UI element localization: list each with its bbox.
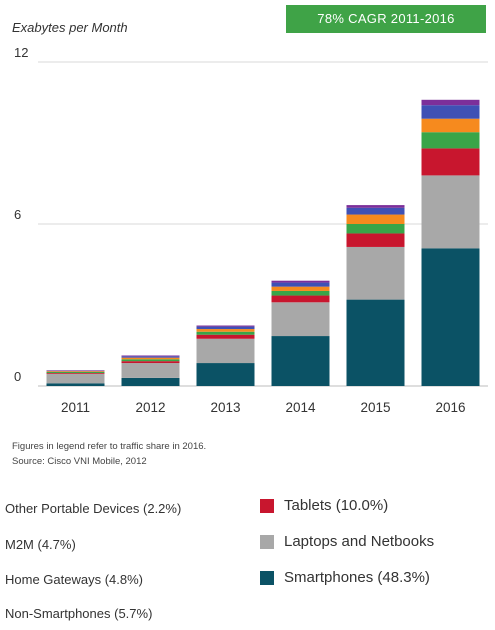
bar-2013-series-2: [196, 334, 255, 339]
bar-2011-series-3: [46, 371, 105, 374]
bar-2015-series-5: [346, 207, 405, 215]
bar-2015-series-0: [346, 299, 405, 386]
y-tick-label-0: 0: [14, 369, 21, 384]
bar-2015-series-4: [346, 214, 405, 224]
bar-2012-series-1: [121, 363, 180, 378]
x-tick-label-2013: 2013: [210, 400, 240, 415]
bar-2013-series-6: [196, 325, 255, 327]
legend-note: Figures in legend refer to traffic share…: [12, 441, 207, 452]
bar-2013-series-0: [196, 363, 255, 386]
legend-label-laptops: Laptops and Netbooks: [284, 533, 435, 550]
bar-2014-series-3: [271, 290, 330, 296]
bar-2016-series-6: [421, 99, 480, 106]
bar-2013-series-1: [196, 338, 255, 364]
bar-2011-series-1: [46, 373, 105, 384]
x-tick-label-2014: 2014: [285, 400, 316, 415]
x-tick-label-2015: 2015: [360, 400, 390, 415]
bar-2016-series-0: [421, 248, 480, 386]
bar-2012-series-5: [121, 356, 180, 358]
stacked-bar-chart: 0 6 12 2011 2012 2013 2014 2015 2016: [14, 45, 488, 415]
bar-2014-series-1: [271, 302, 330, 337]
y-tick-label-12: 12: [14, 45, 28, 60]
legend-label-smartphones: Smartphones (48.3%): [284, 569, 430, 586]
legend-swatch-smartphones: [260, 570, 274, 585]
bar-2011-series-4: [46, 371, 105, 372]
bar-2013-series-4: [196, 329, 255, 332]
bar-2012-series-2: [121, 361, 180, 364]
x-tick-label-2011: 2011: [61, 400, 90, 415]
bar-2016-series-2: [421, 148, 480, 176]
legend-swatch-tablets: [260, 498, 274, 513]
bar-2015-series-1: [346, 246, 405, 300]
bar-2015-series-6: [346, 205, 405, 208]
legend-item-smartphones: Smartphones (48.3%): [260, 569, 430, 586]
bar-2012-series-0: [121, 377, 180, 386]
bar-2014-series-5: [271, 282, 330, 287]
bar-2011-series-2: [46, 373, 105, 374]
y-axis-title: Exabytes per Month: [12, 20, 128, 35]
legend-item-home-gateways: Home Gateways (4.8%): [5, 572, 143, 587]
bar-2014-series-0: [271, 336, 330, 386]
bar-2012-series-3: [121, 359, 180, 362]
bar-2015-series-3: [346, 224, 405, 234]
bar-2013-series-3: [196, 331, 255, 335]
x-tick-label-2012: 2012: [135, 400, 165, 415]
bar-2012-series-4: [121, 357, 180, 360]
bar-2012-series-6: [121, 355, 180, 357]
legend-item-laptops: Laptops and Netbooks: [260, 533, 434, 550]
bar-2016-series-5: [421, 105, 480, 119]
bar-2011-series-0: [46, 383, 105, 386]
x-tick-label-2016: 2016: [435, 400, 465, 415]
legend-item-m2m: M2M (4.7%): [5, 537, 76, 552]
bar-2016-series-1: [421, 175, 480, 249]
legend-label-tablets: Tablets (10.0%): [284, 497, 389, 514]
bar-2016-series-4: [421, 118, 480, 133]
bar-2014-series-2: [271, 295, 330, 303]
bar-2011-series-6: [46, 370, 105, 371]
bar-2014-series-4: [271, 286, 330, 291]
bar-2011-series-5: [46, 370, 105, 372]
legend-item-other-portable-devices: Other Portable Devices (2.2%): [5, 501, 182, 516]
legend-item-non-smartphones: Non-Smartphones (5.7%): [5, 606, 153, 621]
bar-2015-series-2: [346, 233, 405, 247]
source-note: Source: Cisco VNI Mobile, 2012: [12, 456, 147, 467]
legend-item-tablets: Tablets (10.0%): [260, 497, 388, 514]
y-tick-label-6: 6: [14, 207, 21, 222]
bar-2016-series-3: [421, 132, 480, 149]
cagr-badge: 78% CAGR 2011-2016: [286, 5, 486, 33]
bar-2014-series-6: [271, 280, 330, 283]
legend-swatch-laptops: [260, 534, 274, 549]
bar-2013-series-5: [196, 326, 255, 330]
